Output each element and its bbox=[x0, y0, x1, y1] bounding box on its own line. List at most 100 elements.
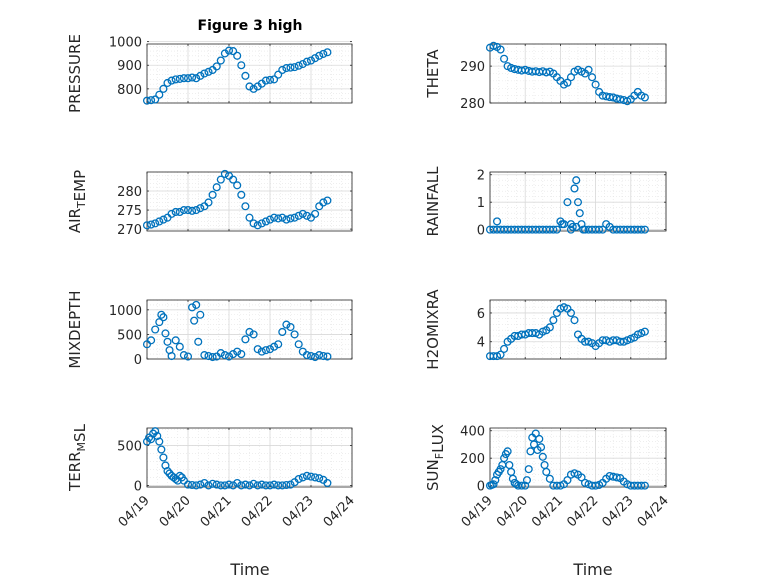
data-point bbox=[311, 54, 320, 63]
data-point bbox=[155, 90, 164, 99]
data-point bbox=[151, 219, 160, 228]
data-point bbox=[637, 481, 646, 490]
y-tick-label: 0 bbox=[477, 480, 485, 495]
data-point bbox=[179, 74, 188, 83]
data-point bbox=[175, 74, 184, 83]
data-point bbox=[306, 351, 316, 361]
y-tick-label: 4 bbox=[477, 336, 485, 351]
subplot-6: 4 6 H2OMIXRA bbox=[424, 289, 667, 370]
y-axis-label: SUNFLUX bbox=[424, 424, 447, 491]
data-point bbox=[580, 478, 590, 487]
data-point bbox=[575, 209, 584, 218]
data-point bbox=[294, 340, 303, 349]
data-point bbox=[294, 211, 303, 220]
y-tick-label: 0 bbox=[134, 479, 142, 494]
data-point bbox=[545, 474, 554, 483]
data-point bbox=[220, 351, 229, 360]
y-axis-label: MIXDEPTH bbox=[66, 290, 84, 368]
data-point bbox=[147, 96, 156, 105]
data-point bbox=[159, 453, 168, 462]
data-point bbox=[302, 211, 311, 220]
data-point bbox=[315, 51, 324, 60]
data-point bbox=[640, 327, 649, 336]
data-point bbox=[196, 480, 205, 489]
data-point bbox=[175, 207, 184, 217]
data-point bbox=[229, 175, 238, 184]
data-point bbox=[249, 84, 258, 93]
data-point bbox=[149, 429, 158, 438]
data-point bbox=[253, 221, 262, 230]
x-tick-label: 04/19 bbox=[116, 493, 153, 530]
data-point bbox=[524, 465, 533, 474]
y-axis-label-part: H2OMIXRA bbox=[424, 289, 442, 370]
data-point bbox=[249, 219, 258, 228]
data-point bbox=[233, 478, 242, 488]
data-point bbox=[212, 62, 221, 71]
data-point bbox=[598, 225, 607, 234]
y-tick-label: 800 bbox=[117, 83, 142, 98]
data-point bbox=[200, 351, 209, 360]
data-point bbox=[315, 351, 324, 360]
data-point bbox=[237, 350, 246, 359]
data-point bbox=[640, 481, 649, 490]
data-point bbox=[183, 480, 193, 489]
data-point bbox=[302, 351, 311, 360]
data-point bbox=[572, 222, 581, 231]
axes-frame bbox=[489, 299, 667, 360]
data-point bbox=[241, 202, 250, 211]
data-point bbox=[274, 481, 283, 490]
data-point bbox=[147, 220, 156, 229]
data-point bbox=[157, 445, 166, 454]
y-tick-label: 900 bbox=[117, 59, 142, 74]
data-point bbox=[171, 207, 180, 217]
data-point bbox=[233, 51, 242, 60]
data-point bbox=[536, 443, 546, 452]
data-point bbox=[171, 75, 180, 84]
data-point bbox=[591, 80, 600, 89]
data-point bbox=[290, 330, 299, 339]
data-point bbox=[261, 346, 270, 355]
y-axis-label-part: TERR bbox=[66, 451, 84, 492]
data-point bbox=[491, 476, 500, 485]
data-point bbox=[274, 340, 283, 349]
data-point bbox=[159, 84, 168, 93]
data-point bbox=[155, 437, 164, 446]
data-point bbox=[584, 65, 593, 74]
data-point bbox=[270, 75, 279, 84]
data-point bbox=[315, 474, 324, 483]
data-point bbox=[204, 351, 213, 361]
data-point bbox=[302, 57, 311, 66]
y-axis-label-part: EMP bbox=[71, 170, 89, 201]
y-axis-label: RAINFALL bbox=[424, 166, 442, 237]
data-point bbox=[142, 437, 152, 446]
y-axis-label-part: AIR bbox=[66, 208, 84, 233]
data-point bbox=[249, 330, 258, 339]
data-point bbox=[216, 56, 225, 65]
data-point bbox=[566, 73, 576, 82]
y-axis-label-part: SUN bbox=[424, 459, 442, 491]
y-tick-label: 2 bbox=[477, 169, 485, 184]
data-point bbox=[549, 225, 558, 234]
data-point bbox=[155, 217, 164, 226]
subplot-1: 800 900 1000 PRESSURE bbox=[66, 34, 353, 113]
data-point bbox=[188, 73, 197, 82]
data-point bbox=[591, 481, 600, 490]
x-tick-label: 04/22 bbox=[564, 493, 601, 530]
data-point bbox=[257, 219, 266, 228]
axes-frame bbox=[146, 43, 353, 104]
y-axis-label-part: SL bbox=[71, 423, 89, 442]
data-point bbox=[196, 204, 205, 213]
data-point bbox=[570, 469, 579, 478]
y-axis-label-subscript: F bbox=[433, 453, 446, 459]
subplot-4: 0 1 2 RAINFALL bbox=[424, 166, 667, 239]
data-point bbox=[151, 325, 160, 334]
y-tick-label: 6 bbox=[477, 307, 485, 322]
x-tick-label: 04/21 bbox=[198, 493, 235, 530]
x-tick-label: 04/19 bbox=[459, 493, 496, 530]
data-point bbox=[261, 76, 270, 85]
data-point bbox=[290, 63, 299, 72]
x-tick-label: 04/24 bbox=[321, 493, 358, 530]
data-point bbox=[200, 69, 209, 78]
data-point bbox=[245, 481, 254, 490]
